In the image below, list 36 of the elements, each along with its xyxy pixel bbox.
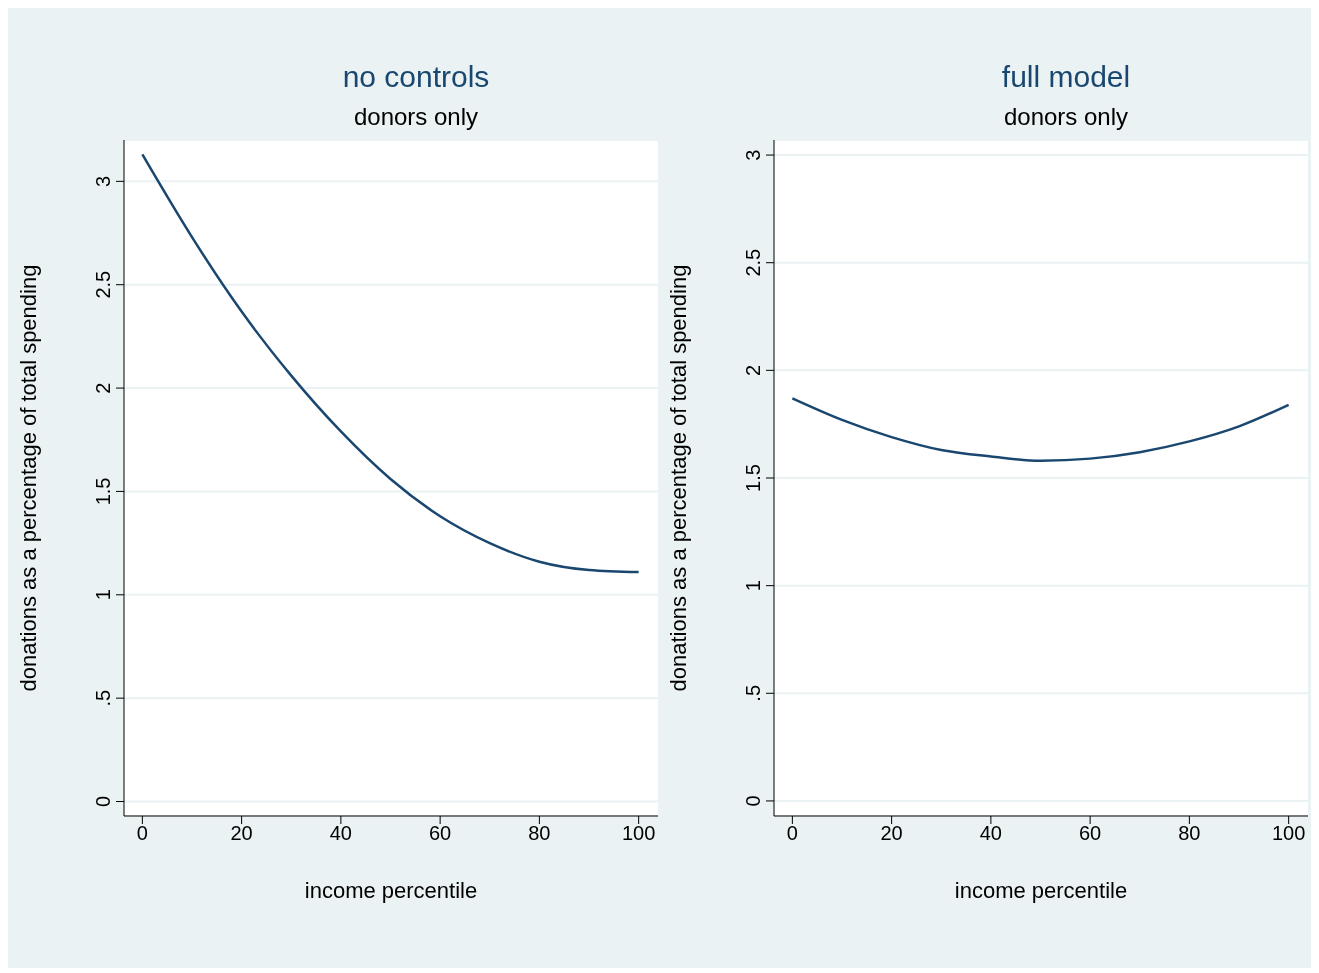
- y-tick-label: 1: [92, 589, 114, 601]
- x-tick-label: 100: [1271, 822, 1306, 845]
- x-axis-title: income percentile: [954, 878, 1128, 903]
- chart-title: no controls: [341, 60, 491, 94]
- y-axis-title: donations as a percentage of total spending: [665, 264, 691, 692]
- x-tick-label: 60: [429, 822, 452, 845]
- x-tick-label: 60: [1079, 822, 1102, 845]
- chart-title: full model: [1000, 60, 1132, 94]
- x-tick-label: 0: [136, 822, 148, 845]
- y-tick-label: 1.5: [92, 477, 114, 506]
- line-series: [791, 397, 1290, 463]
- x-tick-label: 40: [979, 822, 1002, 845]
- chart-subtitle: donors only: [352, 103, 480, 131]
- x-tick-label: 0: [786, 822, 798, 845]
- x-tick-label: 20: [880, 822, 903, 845]
- y-tick-label: 1.5: [742, 464, 764, 492]
- x-tick-label: 40: [329, 822, 352, 845]
- x-tick-label: 20: [230, 822, 253, 845]
- x-tick-label: 100: [621, 822, 656, 845]
- line-series: [141, 153, 640, 574]
- y-tick-label: .5: [92, 689, 114, 707]
- y-tick-label: .5: [742, 684, 764, 702]
- y-tick-label: 1: [742, 580, 764, 592]
- y-tick-label: 2.5: [92, 270, 114, 299]
- y-axis-title: donations as a percentage of total spending: [15, 264, 41, 692]
- x-tick-label: 80: [528, 822, 551, 845]
- x-axis-title: income percentile: [304, 878, 478, 903]
- x-tick-label: 80: [1178, 822, 1201, 845]
- chart-subtitle: donors only: [1002, 103, 1130, 131]
- y-tick-label: 2: [92, 382, 114, 394]
- y-tick-label: 0: [92, 795, 114, 808]
- y-tick-label: 2.5: [742, 248, 764, 277]
- y-tick-label: 3: [742, 149, 764, 161]
- y-tick-label: 2: [742, 364, 764, 376]
- y-tick-label: 0: [742, 795, 764, 807]
- y-tick-label: 3: [92, 175, 114, 187]
